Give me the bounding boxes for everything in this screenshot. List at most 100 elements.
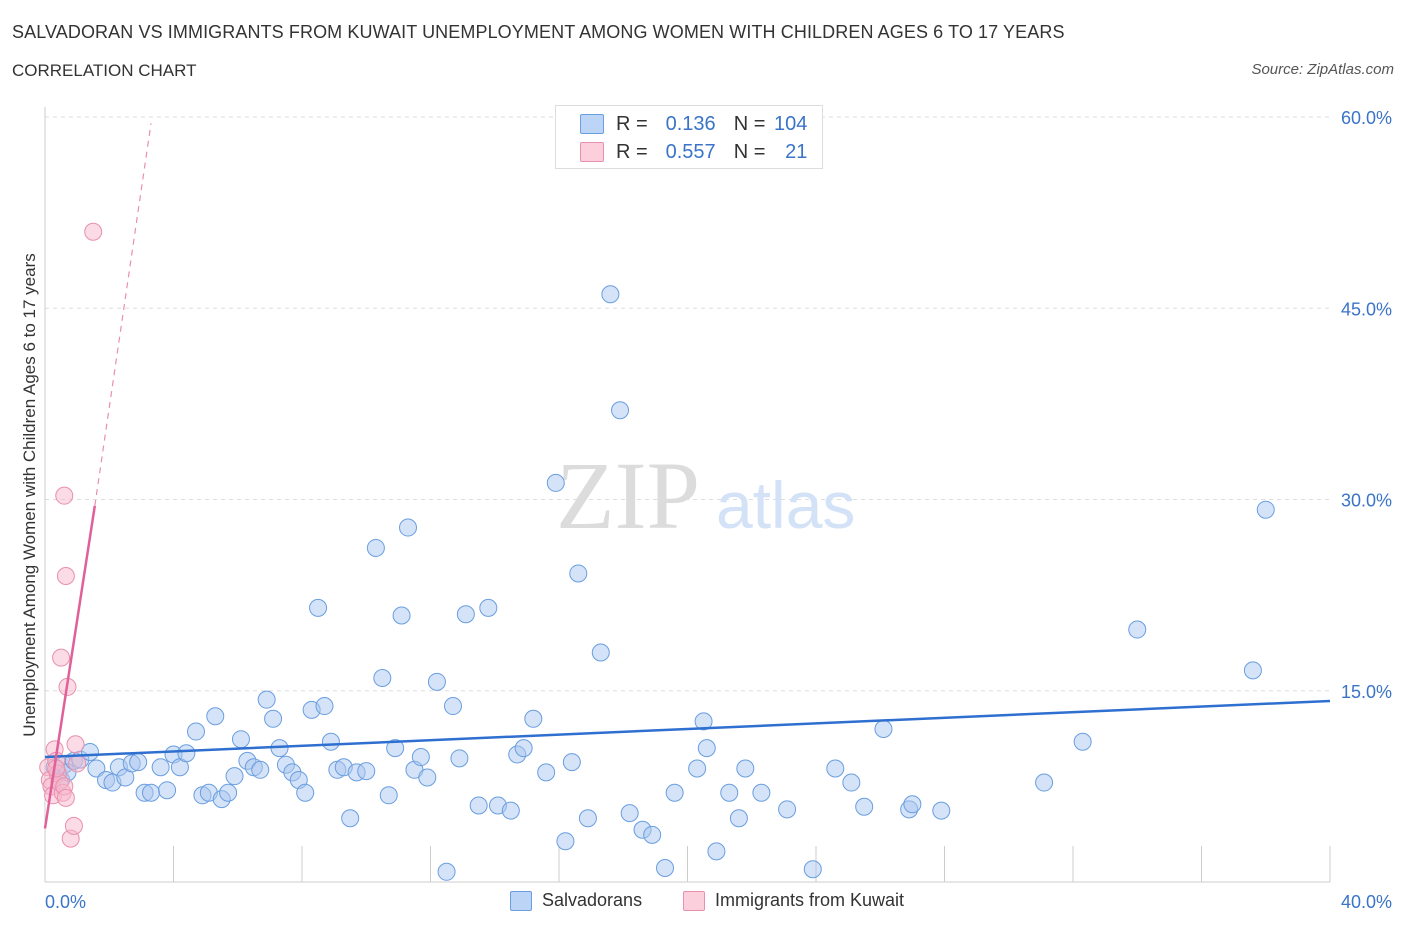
salvadorans-point [556,832,575,851]
salvadorans-point [321,732,340,751]
axes [44,107,1331,883]
salvadorans-point [546,473,565,492]
salvadorans-point [842,773,861,792]
salvadorans-point [450,749,469,768]
salvadorans-point [694,712,713,731]
salvadorans-point [469,796,488,815]
kuwait-point [68,754,87,773]
salvadorans-point [309,598,328,617]
salvadorans-point [427,672,446,691]
salvadorans-point [932,801,951,820]
chart-subtitle: CORRELATION CHART [12,61,197,80]
watermark: ZIP atlas [556,442,855,549]
salvadorans-point [778,800,797,819]
kuwait-point [56,567,75,585]
salvadorans-point [855,797,874,816]
correlation-legend: R = 0.136 N = 104 R = 0.557 N = 21 [555,105,823,169]
salvadorans-point [379,786,398,805]
salvadorans-point [443,697,462,716]
legend-n-label: N = [733,112,766,135]
legend-n-label: N = [733,140,766,163]
salvadorans-point [656,858,675,877]
kuwait-trend-extension [94,123,152,506]
salvadorans-point [874,720,893,738]
salvadorans-point [729,809,748,828]
salvadorans-point [665,783,684,802]
salvadorans-point [578,809,597,828]
legend-swatch-blue [510,890,532,911]
salvadorans-point [688,759,707,778]
salvadorans-point [366,538,385,557]
salvadorans-point [697,739,716,758]
watermark-atlas: atlas [716,468,855,542]
salvadorans-point [903,795,922,814]
legend-label-salvadorans: Salvadorans [542,890,643,910]
legend-n-value: 104 [774,112,808,135]
chart-title: SALVADORAN VS IMMIGRANTS FROM KUWAIT UNE… [12,22,1065,42]
legend-swatch-pink [580,142,604,162]
salvadorans-point [219,783,238,802]
kuwait-points [39,222,103,848]
source-label: Source: ZipAtlas.com [1251,61,1394,78]
legend-item-kuwait: Immigrants from Kuwait [683,890,904,911]
salvadorans-point [341,809,360,828]
salvadorans-point [524,709,543,728]
salvadorans-point [720,783,739,802]
legend-r-value: 0.136 [665,112,716,135]
salvadorans-point [399,518,418,537]
salvadorans-point [296,783,315,802]
x-tick-label: 40.0% [1341,892,1392,912]
salvadorans-point [1035,773,1054,792]
salvadorans-point [537,763,556,782]
watermark-zip: ZIP [556,442,700,549]
kuwait-point [52,648,71,667]
kuwait-point [55,486,74,505]
x-tick-label: 0.0% [45,892,86,912]
trend-lines [43,123,1331,829]
salvadorans-point [357,762,376,781]
kuwait-point [64,816,83,835]
salvadorans-point [231,730,250,749]
salvadorans-point [752,783,771,802]
salvadorans-point [803,860,822,879]
legend-row-salvadorans: R = 0.136 N = 104 [580,112,807,136]
salvadorans-point [373,669,392,687]
salvadorans-point [601,285,620,304]
salvadorans-point [1073,732,1092,751]
salvadorans-point [456,605,475,624]
salvadorans-point [177,744,196,763]
kuwait-point [84,222,103,241]
salvadorans-point [437,862,456,881]
salvadorans-point [87,759,106,778]
legend-r-label: R = [616,140,648,163]
legend-row-kuwait: R = 0.557 N = 21 [580,140,807,164]
kuwait-trend-line [43,505,97,829]
salvadorans-point [142,783,161,802]
salvadorans-point [643,825,662,844]
legend-label-kuwait: Immigrants from Kuwait [715,890,905,910]
salvadorans-point [392,606,411,625]
salvadorans-point [206,707,225,726]
salvadorans-point [1128,620,1147,639]
salvadorans-point [611,401,630,420]
salvadorans-point [1256,500,1275,519]
salvadorans-point [257,690,276,709]
y-tick-label: 60.0% [1341,108,1392,128]
tick-labels: 15.0% 30.0% 45.0% 60.0% 0.0% 40.0% [45,108,1392,912]
salvadorans-point [1243,661,1262,680]
y-tick-label: 30.0% [1341,491,1392,511]
salvadorans-point [158,781,177,800]
salvadorans-point [826,759,845,778]
legend-r-label: R = [616,112,648,135]
legend-item-salvadorans: Salvadorans [510,890,642,911]
legend-n-value: 21 [785,140,808,163]
salvadorans-point [736,759,755,778]
y-tick-label: 15.0% [1341,682,1392,702]
salvadorans-point [386,739,405,758]
legend-swatch-pink [683,890,705,911]
salvadorans-point [129,753,148,772]
salvadorans-point [186,722,205,741]
salvadorans-point [479,598,498,617]
salvadorans-point [411,748,430,767]
